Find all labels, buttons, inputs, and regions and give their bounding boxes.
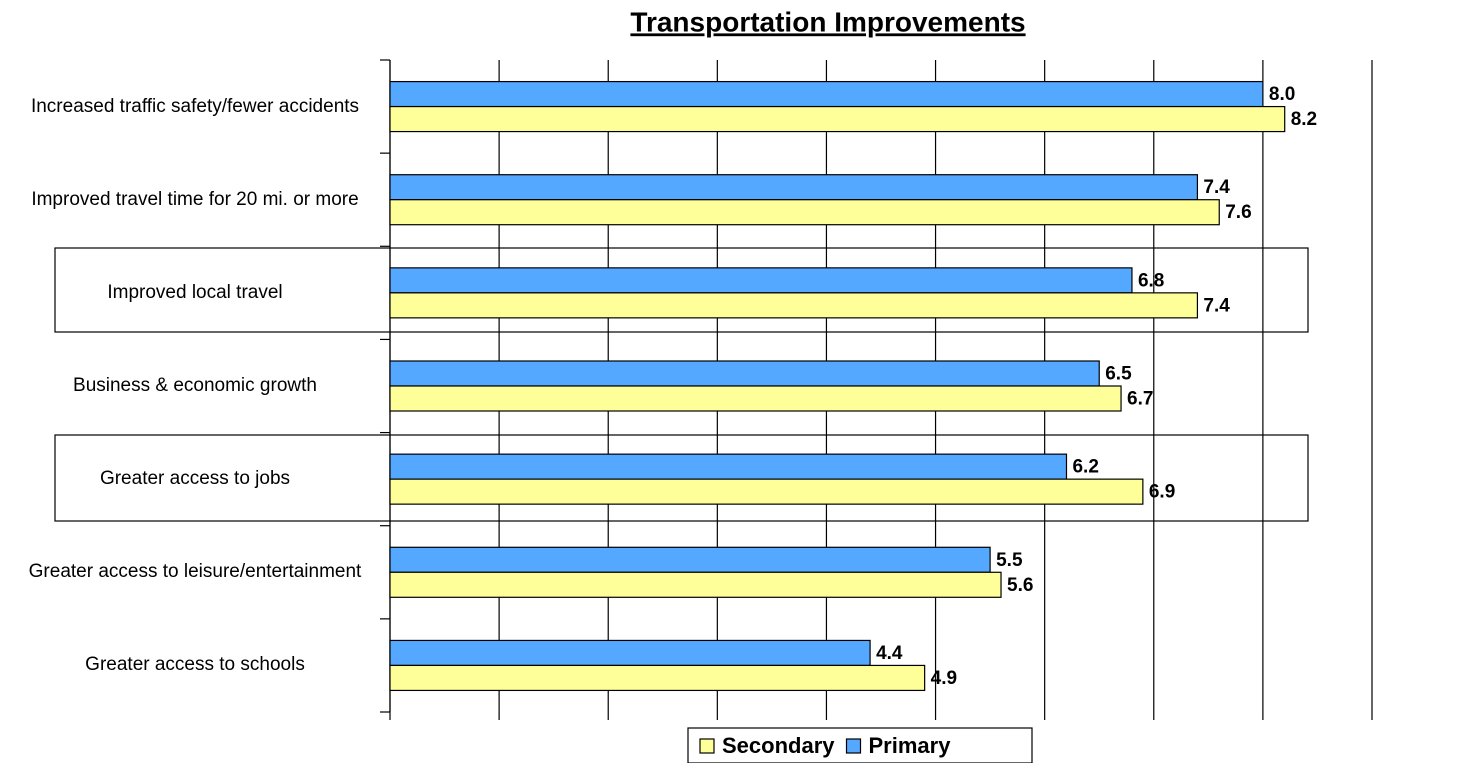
bar <box>389 174 1199 201</box>
legend-label: Primary <box>869 733 952 758</box>
y-tick-label: Greater access to schools <box>85 654 305 676</box>
bar <box>389 478 1144 505</box>
y-tick-label: Improved travel time for 20 mi. or more <box>31 188 359 210</box>
bar <box>389 453 1068 480</box>
y-tick-label: Business & economic growth <box>73 375 317 396</box>
highlight-box <box>54 434 1309 522</box>
y-tick-label: Greater access to leisure/entertainment <box>28 561 362 583</box>
y-tick-label: Greater access to jobs <box>99 468 291 490</box>
y-tick-label: Improved local travel <box>107 281 283 303</box>
bar <box>389 664 926 692</box>
data-label: 6.7 <box>1127 389 1153 410</box>
bar <box>389 546 991 573</box>
bar <box>389 80 1264 108</box>
data-label: 4.4 <box>876 643 903 664</box>
y-tick-label: Increased traffic safety/fewer accidents <box>30 95 360 117</box>
data-label: 7.4 <box>1203 177 1230 198</box>
bar <box>389 639 871 667</box>
data-label: 8.2 <box>1291 109 1317 130</box>
data-label: 8.0 <box>1269 84 1295 105</box>
bar <box>389 385 1122 412</box>
legend-label: Secondary <box>722 733 835 758</box>
bar <box>389 292 1199 319</box>
bar <box>389 199 1220 226</box>
bar <box>389 267 1133 294</box>
bar <box>389 105 1286 133</box>
chart-title: Transportation Improvements <box>630 6 1025 37</box>
data-label: 6.5 <box>1105 364 1132 385</box>
data-label: 6.9 <box>1149 482 1175 503</box>
bar <box>389 360 1100 387</box>
data-label: 7.4 <box>1203 295 1230 316</box>
legend-swatch <box>699 738 715 754</box>
data-label: 6.8 <box>1138 270 1164 291</box>
data-label: 6.2 <box>1072 457 1098 478</box>
data-label: 5.5 <box>996 550 1023 571</box>
data-label: 5.6 <box>1007 575 1033 596</box>
bar <box>389 571 1002 598</box>
legend-swatch <box>845 738 862 754</box>
data-label: 7.6 <box>1225 202 1251 223</box>
data-label: 4.9 <box>931 668 957 689</box>
highlight-box <box>54 247 1309 333</box>
